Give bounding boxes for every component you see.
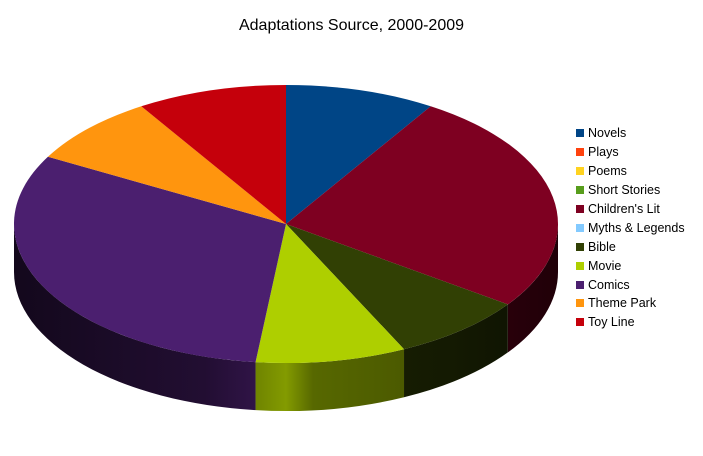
legend-swatch — [576, 242, 584, 251]
legend-swatch — [576, 205, 584, 213]
legend-label: Bible — [588, 239, 616, 254]
pie-side-children-s-lit — [507, 224, 558, 353]
legend-swatch — [576, 318, 584, 327]
legend-swatch — [576, 280, 584, 289]
legend-item-short-stories: Short Stories — [576, 181, 701, 200]
pie-slice-bible — [286, 224, 508, 350]
legend-label: Myths & Legends — [588, 220, 685, 235]
legend-swatch — [576, 129, 584, 138]
legend-item-novels: Novels — [576, 124, 701, 143]
pie-sides — [14, 224, 558, 412]
legend-label: Short Stories — [588, 183, 661, 198]
pie-slice-children-s-lit — [286, 106, 558, 305]
legend-item-myths-legends: Myths & Legends — [576, 218, 701, 237]
pie-side-movie — [255, 349, 405, 412]
legend-item-poems: Poems — [576, 162, 701, 181]
legend-item-theme-park: Theme Park — [576, 294, 701, 313]
legend-swatch — [576, 261, 584, 270]
legend-item-movie: Movie — [576, 256, 701, 275]
chart-title: Adaptations Source, 2000-2009 — [238, 17, 465, 34]
legend-item-toy-line: Toy Line — [576, 313, 701, 332]
pie-slice-movie — [255, 224, 405, 363]
pie-side-comics — [14, 224, 256, 411]
pie-side-bible — [404, 304, 508, 398]
legend-label: Poems — [588, 164, 627, 179]
legend-item-plays: Plays — [576, 143, 701, 162]
legend-item-bible: Bible — [576, 237, 701, 256]
pie-slice-toy-line — [141, 85, 286, 224]
pie-slice-comics — [13, 156, 286, 363]
pie-slices — [13, 85, 558, 363]
legend-swatch — [576, 167, 584, 176]
chart-legend: Novels Plays Poems Short Stories Children's … — [576, 124, 701, 332]
legend-swatch — [576, 299, 584, 308]
legend-label: Toy Line — [588, 315, 635, 330]
legend-label: Theme Park — [588, 296, 657, 311]
legend-label: Children's Lit — [588, 202, 660, 216]
legend-label: Comics — [588, 277, 630, 292]
legend-label: Plays — [588, 145, 619, 160]
legend-swatch — [576, 186, 584, 195]
legend-label: Movie — [588, 258, 622, 273]
legend-swatch — [576, 223, 584, 232]
legend-item-comics: Comics — [576, 275, 701, 294]
legend-label: Novels — [588, 126, 627, 141]
pie-slice-theme-park — [47, 106, 287, 224]
pie-slice-novels — [286, 85, 431, 224]
legend-item-children-s-lit: Children's Lit — [576, 200, 701, 219]
legend-swatch — [576, 148, 584, 157]
